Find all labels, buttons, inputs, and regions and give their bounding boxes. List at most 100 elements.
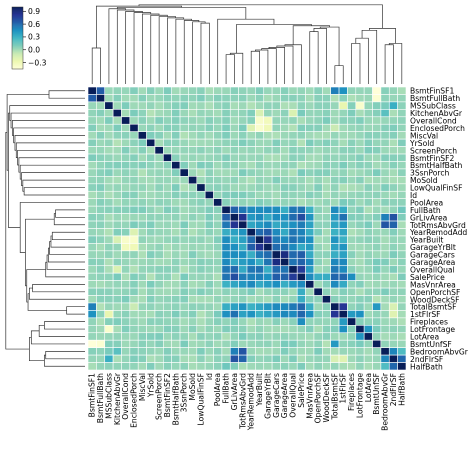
heatmap-cell: [229, 86, 239, 95]
heatmap-cell: [380, 287, 390, 296]
heatmap-cell: [363, 235, 373, 244]
heatmap-cell: [213, 109, 223, 118]
colorbar-segment: [12, 46, 23, 48]
heatmap-cell: [238, 94, 248, 103]
heatmap-cell: [146, 272, 156, 281]
heatmap-cell: [246, 183, 256, 192]
heatmap-cell: [363, 287, 373, 296]
column-label: 1stFlrSF: [339, 373, 348, 404]
heatmap-cell: [171, 161, 181, 170]
heatmap-cell: [112, 176, 122, 185]
heatmap-cell: [129, 354, 139, 363]
heatmap-cell: [179, 168, 189, 177]
heatmap-cell: [238, 272, 248, 281]
heatmap-cell: [196, 362, 206, 371]
heatmap-cell: [380, 213, 390, 222]
heatmap-cell: [146, 317, 156, 326]
colorbar-segment: [12, 47, 23, 49]
heatmap-cell: [179, 347, 189, 356]
heatmap-cell: [87, 161, 97, 170]
heatmap-cell: [196, 86, 206, 95]
heatmap-cell: [347, 325, 357, 334]
heatmap-cell: [288, 161, 298, 170]
heatmap-cell: [179, 220, 189, 229]
heatmap-cell: [372, 265, 382, 274]
heatmap-cell: [163, 280, 172, 289]
heatmap-cell: [246, 161, 256, 170]
heatmap-cell: [380, 265, 390, 274]
heatmap-cell: [213, 339, 223, 348]
heatmap-cell: [288, 131, 298, 140]
heatmap-cell: [397, 123, 407, 132]
heatmap-cell: [112, 220, 122, 229]
heatmap-cell: [347, 272, 357, 281]
heatmap-cell: [112, 168, 122, 177]
colorbar-segment: [12, 61, 23, 64]
heatmap-cell: [355, 213, 365, 222]
heatmap-cell: [213, 317, 223, 326]
heatmap-cell: [255, 257, 265, 267]
heatmap-cell: [380, 131, 390, 140]
heatmap-cell: [129, 123, 139, 132]
heatmap-cell: [96, 213, 106, 222]
heatmap-cell: [154, 131, 164, 140]
heatmap-cell: [271, 109, 281, 118]
heatmap-cell: [380, 153, 390, 162]
heatmap-cell: [87, 213, 97, 222]
heatmap-cell: [263, 250, 273, 259]
heatmap-cell: [263, 146, 273, 155]
heatmap-cell: [154, 362, 164, 371]
heatmap-cell: [221, 205, 231, 214]
heatmap-cell: [104, 295, 114, 304]
heatmap-cell: [397, 213, 407, 222]
heatmap-cell: [87, 310, 97, 319]
heatmap-cell: [188, 287, 198, 296]
heatmap-cell: [363, 198, 373, 207]
heatmap-cell: [238, 339, 248, 348]
heatmap-cell: [87, 362, 97, 371]
dendrogram-link: [361, 29, 378, 84]
heatmap-cell: [263, 94, 273, 103]
heatmap-cell: [112, 272, 122, 281]
heatmap-cell: [146, 332, 156, 341]
heatmap-cell: [146, 116, 156, 125]
heatmap-cell: [146, 176, 156, 185]
heatmap-cell: [380, 228, 390, 237]
heatmap-cell: [363, 190, 373, 200]
heatmap-cell: [380, 176, 390, 185]
heatmap-cell: [380, 183, 390, 192]
heatmap-cell: [96, 131, 106, 140]
dendrogram-link: [355, 37, 369, 84]
heatmap-cell: [238, 146, 248, 155]
heatmap-cell: [188, 243, 198, 252]
heatmap-cell: [229, 101, 239, 110]
heatmap-cell: [246, 220, 256, 229]
heatmap-cell: [238, 325, 248, 334]
heatmap-cell: [221, 101, 231, 110]
heatmap-cell: [280, 220, 290, 229]
heatmap-cell: [330, 138, 340, 147]
dendrogram-link: [313, 28, 327, 84]
colorbar-segment: [12, 31, 23, 34]
heatmap-cell: [213, 295, 223, 304]
heatmap-cell: [322, 265, 331, 274]
heatmap-cell: [238, 205, 248, 214]
heatmap-cell: [204, 295, 214, 304]
heatmap-cell: [204, 190, 214, 200]
heatmap-cell: [96, 347, 106, 356]
heatmap-cell: [263, 198, 273, 207]
heatmap-cell: [179, 272, 189, 281]
heatmap-cell: [363, 101, 373, 110]
heatmap-cell: [397, 161, 407, 170]
heatmap-cell: [96, 287, 106, 296]
heatmap-cell: [296, 235, 306, 244]
heatmap-cell: [355, 146, 365, 155]
heatmap-cell: [188, 94, 198, 103]
heatmap-cell: [137, 347, 147, 356]
heatmap-cell: [196, 228, 206, 237]
colorbar-tick-label: 0.6: [28, 20, 40, 29]
heatmap-cell: [246, 325, 256, 334]
heatmap-cell: [213, 176, 223, 185]
heatmap-cell: [388, 153, 398, 162]
